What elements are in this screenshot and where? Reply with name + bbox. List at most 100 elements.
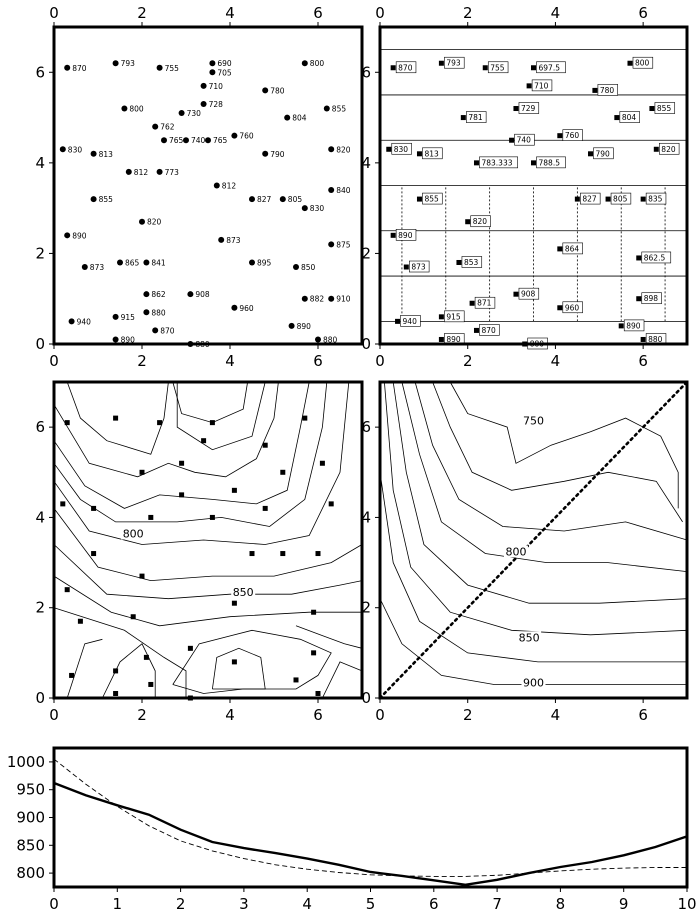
- station-value-label: 793: [121, 59, 136, 68]
- block-mean-label: 780: [600, 86, 615, 95]
- station-marker: [280, 551, 286, 557]
- block-label-box: [632, 56, 654, 69]
- station-marker: [64, 587, 70, 593]
- block-mean-point: [636, 255, 642, 261]
- block-mean-point: [465, 219, 471, 225]
- contour-label-bg: [503, 545, 528, 558]
- contour-line: [449, 381, 679, 509]
- x-tick-label-top: 2: [137, 4, 147, 22]
- block-mean-label: 800: [635, 59, 650, 68]
- station-point: [200, 100, 207, 107]
- x-tick-label: 2: [137, 352, 147, 370]
- y-tick-label: 6: [35, 63, 45, 81]
- station-value-label: 760: [239, 132, 254, 141]
- block-mean-point: [438, 336, 444, 342]
- station-marker: [113, 668, 119, 674]
- station-point: [218, 236, 225, 243]
- block-mean-point: [403, 264, 409, 270]
- station-value-label: 705: [217, 68, 232, 77]
- block-label-box: [518, 287, 540, 300]
- block-mean-label: 871: [477, 299, 492, 308]
- block-label-box: [610, 192, 632, 205]
- y-tick-label: 2: [361, 244, 371, 262]
- x-tick-label: 5: [366, 895, 376, 913]
- block-mean-label: 855: [657, 104, 672, 113]
- station-point: [152, 123, 159, 130]
- station-value-label: 870: [72, 64, 87, 73]
- x-tick-label: 0: [375, 706, 385, 724]
- block-mean-point: [390, 65, 396, 71]
- contour-label-bg: [231, 586, 256, 599]
- block-label-box: [487, 61, 509, 74]
- station-value-label: 830: [68, 145, 83, 154]
- x-tick-label: 6: [313, 352, 323, 370]
- y-tick-label: 4: [361, 508, 371, 526]
- block-mean-point: [416, 196, 422, 202]
- block-label-box: [470, 215, 491, 228]
- station-marker: [139, 573, 145, 579]
- block-mean-label: 760: [565, 131, 580, 140]
- block-label-box: [395, 61, 417, 74]
- x-tick-label-top: 0: [49, 4, 59, 22]
- station-marker: [130, 614, 136, 620]
- contour-line: [322, 661, 363, 699]
- block-label-box: [466, 111, 487, 123]
- station-marker: [179, 492, 185, 498]
- station-value-label: 812: [222, 182, 237, 191]
- station-marker: [311, 650, 317, 656]
- block-label-box: [422, 147, 443, 160]
- block-mean-label: 827: [582, 195, 597, 204]
- station-marker: [280, 469, 286, 475]
- station-marker: [319, 460, 325, 466]
- block-mean-label: 788.5: [539, 158, 561, 167]
- station-marker: [311, 609, 317, 615]
- panel-contour-map-track: 750 800 850 900 0 2 4 6 0 2 4 6: [361, 380, 689, 724]
- y-tick-label: 2: [35, 599, 45, 617]
- contour-label-bg: [121, 527, 146, 540]
- block-mean-point: [627, 60, 633, 66]
- block-label-box: [479, 324, 500, 336]
- station-point: [315, 336, 321, 343]
- block-label-box: [400, 315, 421, 327]
- station-point: [301, 205, 308, 212]
- block-label-box: [536, 61, 566, 74]
- x-tick-label: 6: [638, 706, 648, 724]
- block-mean-label: 890: [398, 231, 413, 240]
- block-mean-point: [473, 327, 479, 333]
- block-label-box: [658, 142, 680, 155]
- block-mean-label: 790: [596, 149, 611, 158]
- x-tick-label-top: 6: [313, 4, 323, 22]
- station-value-label: 875: [336, 240, 351, 249]
- x-tick-label: 0: [49, 895, 59, 913]
- station-marker: [293, 677, 299, 683]
- station-value-label: 862: [151, 290, 166, 299]
- contour-label: 750: [523, 415, 544, 428]
- profile-line-solid: [53, 781, 688, 887]
- station-marker: [302, 415, 308, 421]
- contour-line: [432, 381, 683, 523]
- contour-line: [53, 381, 310, 509]
- block-label-box: [518, 102, 540, 114]
- block-label-box: [580, 192, 601, 205]
- block-mean-label: 880: [648, 335, 663, 344]
- plot-frame: [378, 380, 689, 700]
- x-tick-label: 4: [551, 352, 561, 370]
- block-label-box: [645, 192, 667, 205]
- block-mean-label: 740: [517, 136, 532, 145]
- station-point: [64, 232, 71, 239]
- y-tick-label: 6: [361, 63, 371, 81]
- station-marker: [143, 654, 149, 660]
- block-label-box: [641, 251, 672, 264]
- block-mean-label: 915: [446, 312, 461, 321]
- block-mean-point: [509, 137, 515, 143]
- block-label-box: [474, 296, 496, 309]
- contour-line: [384, 381, 688, 636]
- station-point: [112, 60, 119, 67]
- station-value-label: 840: [336, 186, 351, 195]
- block-mean-point: [386, 146, 392, 152]
- y-tick-label: 0: [35, 689, 45, 707]
- block-mean-label: 804: [622, 113, 637, 122]
- contour-label-bg: [517, 631, 542, 644]
- block-label-box: [514, 133, 535, 146]
